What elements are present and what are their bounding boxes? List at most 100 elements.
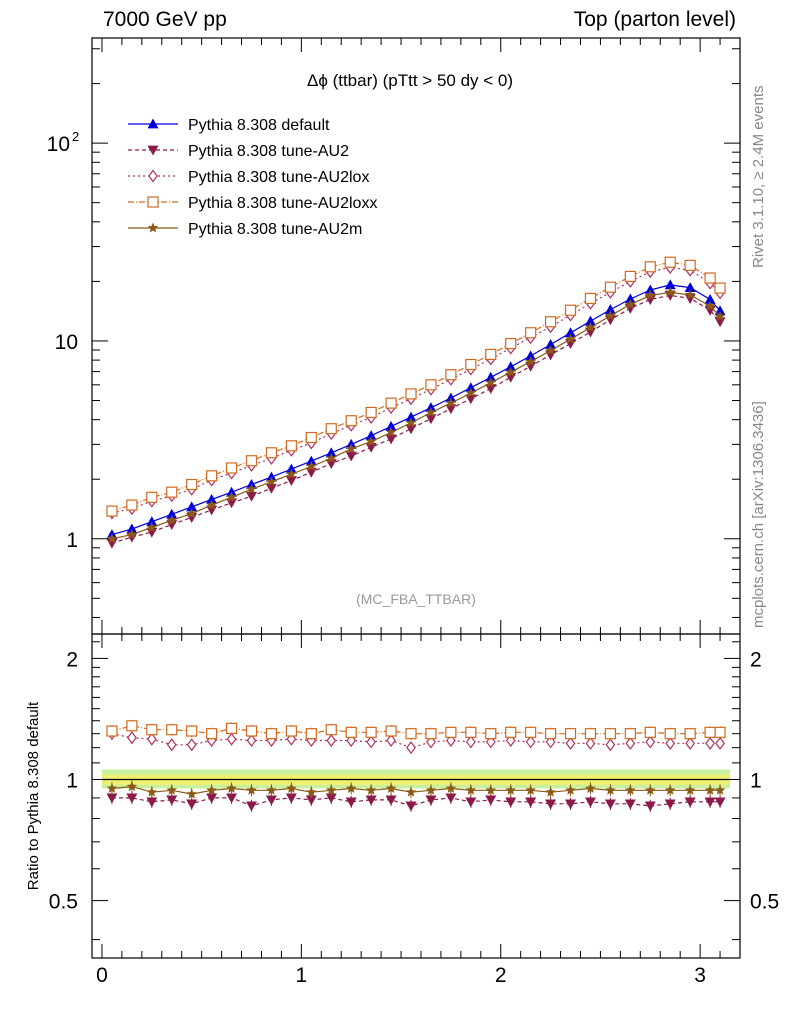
data-point xyxy=(644,284,656,295)
ratio-data-point xyxy=(624,799,636,810)
legend-label: Pythia 8.308 tune-AU2lox xyxy=(188,169,369,186)
y-tick-label: 0.5 xyxy=(49,891,78,914)
data-point xyxy=(664,290,676,301)
legend-marker xyxy=(148,169,158,183)
ratio-data-point xyxy=(714,726,726,738)
ratio-data-point xyxy=(664,799,676,810)
data-point xyxy=(405,411,417,422)
data-point xyxy=(326,452,337,463)
data-point xyxy=(226,498,238,509)
y-tick-label: 10 xyxy=(47,133,70,156)
ratio-data-point xyxy=(644,801,656,812)
ratio-data-point xyxy=(325,724,337,736)
ratio-data-point xyxy=(226,793,238,804)
ratio-data-point xyxy=(406,741,416,755)
ratio-data-point xyxy=(545,786,556,797)
data-point xyxy=(605,310,616,321)
ratio-data-point xyxy=(285,793,297,804)
ratio-data-point xyxy=(714,784,726,795)
data-point xyxy=(684,289,696,300)
ratio-data-point xyxy=(565,799,577,810)
legend-marker xyxy=(147,118,159,129)
data-point xyxy=(584,292,597,305)
ratio-data-point xyxy=(325,793,337,804)
ratio-data-point xyxy=(714,797,726,808)
data-point xyxy=(664,286,676,297)
ratio-data-point xyxy=(365,726,377,738)
ratio-data-point xyxy=(715,736,725,750)
ratio-data-point xyxy=(405,786,417,797)
data-point xyxy=(624,293,636,304)
data-point xyxy=(106,505,118,517)
ratio-data-point xyxy=(505,726,517,738)
data-point xyxy=(266,476,277,487)
ratio-data-point xyxy=(206,793,218,804)
ratio-data-point xyxy=(385,782,397,793)
data-point xyxy=(714,310,726,321)
data-point xyxy=(265,483,277,494)
data-point xyxy=(186,513,198,524)
data-point xyxy=(625,298,636,309)
ratio-data-point xyxy=(645,784,656,795)
data-point xyxy=(285,463,297,474)
data-point xyxy=(505,337,517,350)
data-point xyxy=(505,361,517,372)
data-point xyxy=(146,516,158,527)
legend-label: Pythia 8.308 default xyxy=(188,117,330,134)
data-point xyxy=(664,279,676,290)
legend-marker xyxy=(147,222,159,233)
ratio-data-point xyxy=(425,728,437,740)
ratio-data-point xyxy=(306,786,317,797)
data-point xyxy=(465,387,477,398)
data-point xyxy=(525,350,537,361)
ratio-data-point xyxy=(166,784,177,795)
data-point xyxy=(565,339,577,350)
data-point xyxy=(245,455,258,467)
data-point xyxy=(485,371,497,382)
ratio-plot: 0 1 2 3 2 2 1 1 0.5 0.5 Ratio to Pythia 8.308 defa… xyxy=(25,633,779,987)
ratio-data-point xyxy=(285,725,297,737)
data-point xyxy=(425,406,437,417)
data-point xyxy=(305,455,317,466)
data-point xyxy=(545,344,556,355)
ratio-data-point xyxy=(445,793,457,804)
ratio-data-point xyxy=(625,736,636,750)
ratio-data-point xyxy=(345,797,357,808)
ratio-data-point xyxy=(106,725,118,737)
ratio-data-point xyxy=(246,784,257,795)
ratio-data-point xyxy=(585,736,596,750)
ratio-data-point xyxy=(624,728,636,740)
ratio-data-point xyxy=(465,735,476,749)
ratio-data-point xyxy=(386,734,396,748)
data-point xyxy=(345,443,357,454)
ratio-data-point xyxy=(326,734,337,748)
ratio-data-point xyxy=(684,797,696,808)
data-point xyxy=(365,436,377,447)
data-point xyxy=(206,493,218,504)
ratio-data-point xyxy=(385,795,397,806)
data-point xyxy=(565,327,577,338)
ratio-data-point xyxy=(186,738,197,752)
ratio-data-point xyxy=(525,735,536,749)
data-point xyxy=(624,270,636,282)
data-point xyxy=(146,491,158,503)
ratio-data-point xyxy=(465,784,477,795)
data-point xyxy=(544,316,557,328)
data-point xyxy=(126,529,138,540)
ratio-data-point xyxy=(345,726,357,738)
data-point xyxy=(265,447,278,459)
ratio-data-point xyxy=(246,734,257,748)
ratio-data-point xyxy=(366,735,377,749)
ratio-data-point xyxy=(266,784,277,795)
ratio-data-point xyxy=(166,795,178,806)
ratio-data-point xyxy=(186,725,198,737)
ratio-data-point xyxy=(206,728,218,740)
ratio-data-point xyxy=(704,797,716,808)
data-point xyxy=(714,282,726,294)
series-line xyxy=(111,284,721,536)
data-point xyxy=(405,388,417,400)
ratio-data-point xyxy=(485,784,496,795)
ratio-data-point xyxy=(684,728,696,740)
data-point xyxy=(485,384,497,394)
